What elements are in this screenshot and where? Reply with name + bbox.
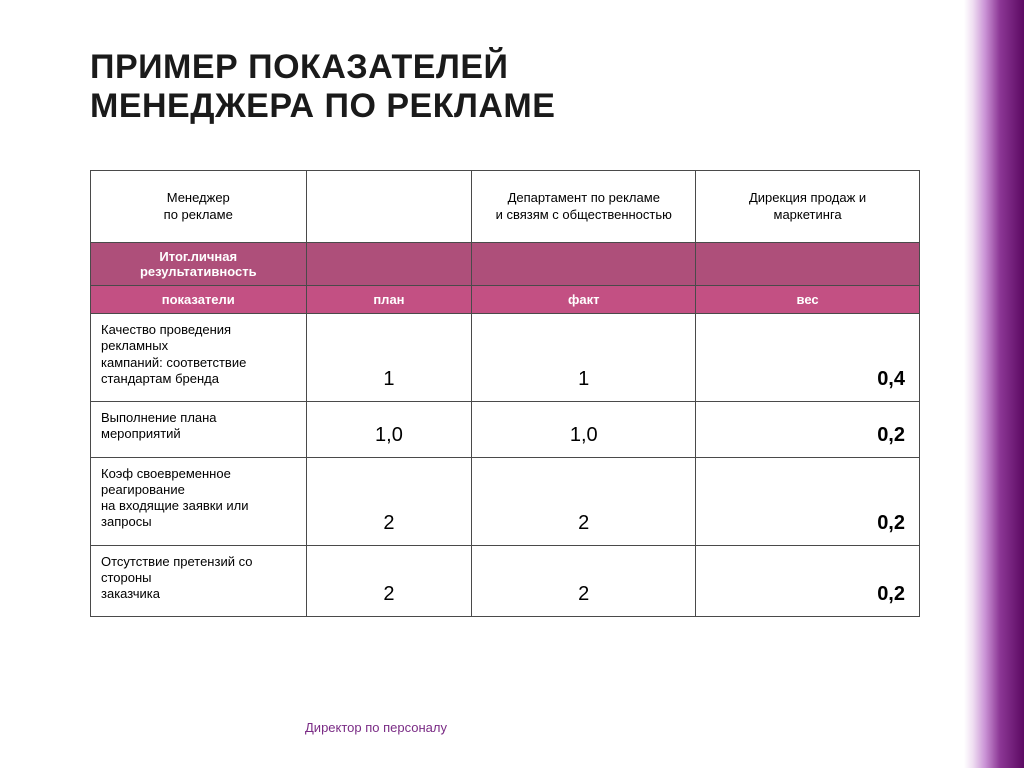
- col-label-2: план: [306, 286, 472, 314]
- top-header-1: Менеджерпо рекламе: [91, 171, 307, 243]
- row-plan: 2: [306, 545, 472, 617]
- page-title: ПРИМЕР ПОКАЗАТЕЛЕЙ МЕНЕДЖЕРА ПО РЕКЛАМЕ: [90, 48, 870, 126]
- top-header-3-text: Департамент по рекламеи связям с обществ…: [496, 190, 672, 221]
- row-plan: 1,0: [306, 402, 472, 458]
- col-label-1: показатели: [91, 286, 307, 314]
- kpi-table-wrap: Менеджерпо рекламе Департамент по реклам…: [90, 170, 920, 617]
- row-desc: Отсутствие претензий со сторонызаказчика: [91, 545, 307, 617]
- section-label: Итог.личная результативность: [91, 243, 307, 286]
- row-weight: 0,2: [696, 545, 920, 617]
- row-weight: 0,2: [696, 402, 920, 458]
- row-plan: 2: [306, 457, 472, 545]
- row-desc: Выполнение плана мероприятий: [91, 402, 307, 458]
- row-fact: 1,0: [472, 402, 696, 458]
- top-header-4: Дирекция продаж имаркетинга: [696, 171, 920, 243]
- section-row: Итог.личная результативность: [91, 243, 920, 286]
- title-line2: МЕНЕДЖЕРА ПО РЕКЛАМЕ: [90, 87, 555, 125]
- top-header-2: [306, 171, 472, 243]
- table-row: Коэф своевременное реагированиена входящ…: [91, 457, 920, 545]
- row-desc: Коэф своевременное реагированиена входящ…: [91, 457, 307, 545]
- top-header-3: Департамент по рекламеи связям с обществ…: [472, 171, 696, 243]
- title-line1: ПРИМЕР ПОКАЗАТЕЛЕЙ: [90, 48, 508, 86]
- col-label-4: вес: [696, 286, 920, 314]
- row-weight: 0,4: [696, 314, 920, 402]
- section-empty-2: [472, 243, 696, 286]
- side-accent: [964, 0, 1024, 768]
- kpi-table: Менеджерпо рекламе Департамент по реклам…: [90, 170, 920, 617]
- row-fact: 1: [472, 314, 696, 402]
- section-empty-1: [306, 243, 472, 286]
- top-header-1-text: Менеджерпо рекламе: [164, 190, 233, 221]
- col-label-3: факт: [472, 286, 696, 314]
- row-fact: 2: [472, 457, 696, 545]
- section-empty-3: [696, 243, 920, 286]
- footer-text: Директор по персоналу: [305, 720, 447, 735]
- table-row: Отсутствие претензий со сторонызаказчика…: [91, 545, 920, 617]
- top-header-4-text: Дирекция продаж имаркетинга: [749, 190, 866, 221]
- column-labels-row: показатели план факт вес: [91, 286, 920, 314]
- table-row: Качество проведения рекламныхкампаний: с…: [91, 314, 920, 402]
- row-weight: 0,2: [696, 457, 920, 545]
- row-fact: 2: [472, 545, 696, 617]
- table-top-header-row: Менеджерпо рекламе Департамент по реклам…: [91, 171, 920, 243]
- row-plan: 1: [306, 314, 472, 402]
- row-desc: Качество проведения рекламныхкампаний: с…: [91, 314, 307, 402]
- table-row: Выполнение плана мероприятий 1,0 1,0 0,2: [91, 402, 920, 458]
